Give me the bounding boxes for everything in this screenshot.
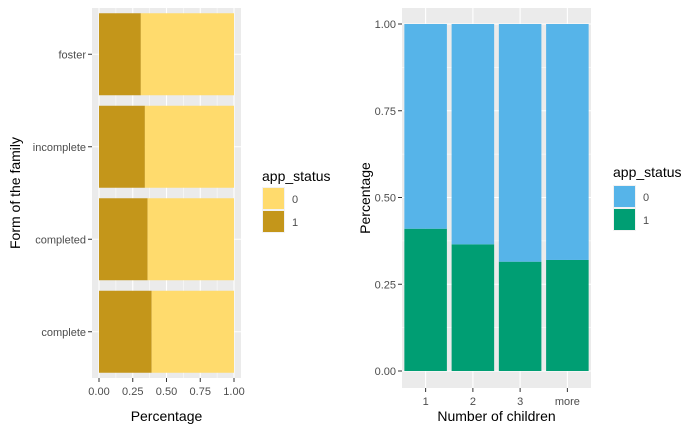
y-axis-title: Form of the family (7, 137, 23, 249)
legend-swatch-status-0 (614, 186, 635, 207)
legend-swatch-status-0 (263, 188, 284, 209)
y-tick-label: 0.00 (375, 366, 396, 378)
y-tick-label: 0.25 (375, 279, 396, 291)
legend-label: 0 (643, 192, 649, 204)
x-tick-label: 3 (517, 396, 523, 408)
legend-label: 1 (292, 217, 298, 229)
bar-incomplete-status-0 (144, 105, 234, 188)
x-tick-label: 2 (470, 396, 476, 408)
bar-3-status-1 (498, 261, 542, 371)
bar-foster-status-0 (140, 13, 234, 96)
legend-swatch-status-1 (263, 211, 284, 232)
legend-label: 0 (292, 194, 298, 206)
y-tick-label: 0.75 (375, 106, 396, 118)
bar-incomplete-status-1 (99, 105, 145, 188)
chart-family-form: foster incomplete completed complete 0.00 0.2… (7, 8, 331, 424)
chart-number-children: 1 2 3 more 0.00 0.25 0.50 0.75 1.00 Number of chi… (357, 8, 682, 424)
bar-foster-status-1 (99, 13, 141, 96)
x-tick-label: 0.50 (156, 386, 177, 398)
bar-more-status-1 (546, 259, 589, 371)
bar-2-status-0 (451, 24, 495, 245)
x-axis-title: Percentage (131, 408, 203, 424)
bar-complete-status-0 (151, 290, 234, 373)
y-axis-title: Percentage (357, 162, 373, 234)
bar-more-status-0 (546, 24, 589, 260)
x-tick-label: more (555, 396, 580, 408)
bar-2-status-1 (451, 244, 495, 371)
x-tick-label: 0.75 (190, 386, 211, 398)
x-tick-label: 1.00 (223, 386, 244, 398)
legend-title: app_status (613, 164, 682, 180)
bar-1-status-0 (404, 24, 447, 229)
x-tick-label: 0.25 (122, 386, 143, 398)
legend-swatch-status-1 (614, 209, 635, 230)
x-tick-label: 0.00 (88, 386, 109, 398)
bar-complete-status-1 (99, 290, 152, 373)
bar-completed-status-1 (99, 198, 148, 281)
bar-3-status-0 (498, 24, 542, 262)
y-tick-label: foster (58, 49, 86, 61)
y-tick-label: incomplete (33, 142, 86, 154)
y-tick-label: complete (41, 327, 86, 339)
y-tick-label: 0.50 (375, 193, 396, 205)
x-tick-label: 1 (423, 396, 429, 408)
bar-completed-status-0 (147, 198, 234, 281)
x-axis-title: Number of children (437, 408, 555, 424)
bar-1-status-1 (404, 228, 447, 371)
y-tick-label: completed (35, 234, 86, 246)
legend-label: 1 (643, 215, 649, 227)
y-tick-label: 1.00 (375, 19, 396, 31)
legend-title: app_status (262, 168, 331, 184)
